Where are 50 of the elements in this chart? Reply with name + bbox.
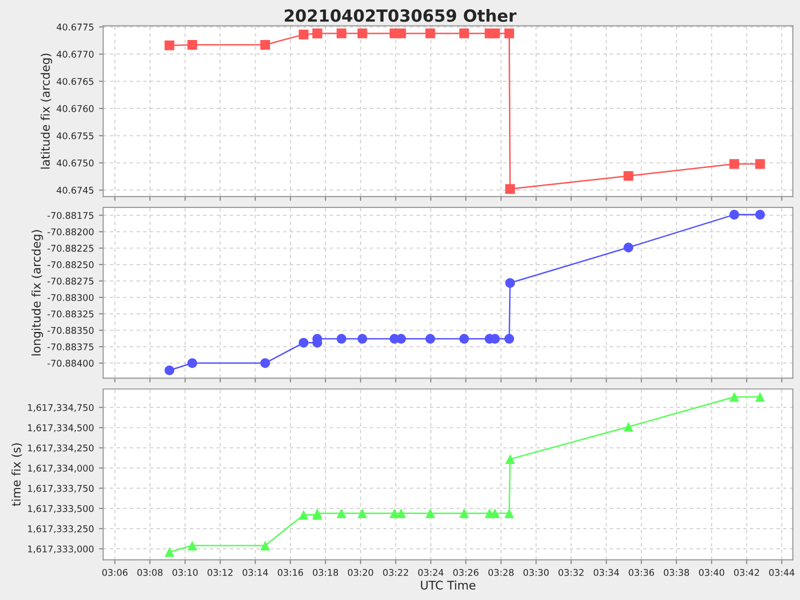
x-tick-label: 03:30 [523, 568, 549, 576]
y-tick-label: 1,617,334,750 [28, 404, 94, 412]
y-tick-label: 40.6755 [56, 132, 94, 140]
y-tick-label: 1,617,333,250 [28, 525, 94, 534]
y-tick-label: 1,617,334,500 [28, 424, 94, 432]
y-tick-label: -70.88300 [48, 294, 94, 302]
x-tick-label: 03:36 [628, 568, 654, 576]
x-tick-label: 03:32 [558, 568, 584, 576]
x-tick-label: 03:16 [278, 568, 304, 576]
y-tick-label: 40.6745 [56, 186, 94, 194]
y-tick-label: 40.6750 [56, 160, 94, 166]
y-axis-title: latitude fix (arcdeg) [40, 54, 52, 169]
y-tick-label: 1,617,334,250 [28, 444, 94, 452]
chart-title: 20210402T030659 Other [284, 9, 516, 22]
y-tick-label: -70.88375 [48, 343, 94, 350]
y-tick-label: -70.88200 [48, 228, 94, 236]
x-tick-label: 03:18 [312, 568, 338, 576]
y-tick-label: -70.88250 [48, 261, 94, 268]
x-tick-label: 03:34 [594, 568, 620, 576]
y-tick-label: -70.88275 [48, 278, 94, 285]
x-tick-label: 03:38 [664, 568, 690, 576]
y-tick-label: 40.6765 [56, 78, 94, 85]
x-tick-label: 03:20 [348, 568, 374, 576]
y-tick-label: -70.88175 [48, 212, 94, 219]
y-tick-label: -70.88225 [48, 244, 94, 252]
y-tick-label: -70.88325 [48, 310, 94, 318]
x-tick-label: 03:10 [172, 568, 198, 576]
y-tick-label: 40.6760 [56, 105, 94, 112]
x-tick-label: 03:12 [208, 568, 232, 576]
x-tick-label: 03:24 [418, 568, 444, 576]
x-tick-label: 03:28 [488, 568, 514, 576]
y-tick-label: 1,617,334,000 [28, 464, 94, 473]
x-tick-label: 03:44 [769, 568, 794, 576]
y-tick-label: 1,617,333,500 [28, 505, 94, 513]
x-tick-label: 03:08 [137, 568, 163, 576]
y-tick-label: -70.88350 [48, 326, 94, 334]
x-tick-label: 03:26 [453, 568, 478, 576]
y-axis-title: longitude fix (arcdeg) [32, 230, 43, 356]
x-tick-label: 03:14 [242, 568, 268, 576]
x-tick-label: 03:22 [383, 568, 408, 576]
y-tick-label: 40.6770 [56, 50, 94, 58]
x-axis-title: UTC Time [421, 580, 476, 590]
x-tick-label: 03:40 [699, 568, 724, 576]
y-axis-title: time fix (s) [12, 443, 22, 506]
y-tick-label: 40.6775 [56, 24, 94, 30]
x-tick-label: 03:06 [102, 568, 128, 576]
y-tick-label: -70.88400 [48, 360, 94, 367]
x-tick-label: 03:42 [734, 568, 759, 576]
y-tick-label: 1,617,333,000 [28, 545, 94, 554]
y-tick-label: 1,617,333,750 [28, 484, 94, 493]
